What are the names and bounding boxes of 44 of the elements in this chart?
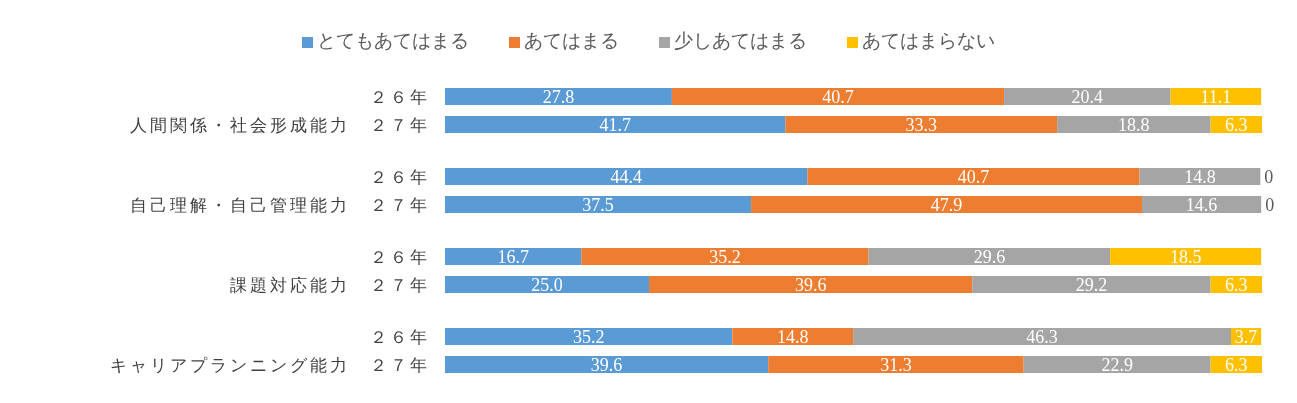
data-label: 46.3 bbox=[1026, 326, 1058, 347]
y-tick-label: ２６年 bbox=[370, 167, 430, 187]
data-label: 40.7 bbox=[957, 166, 990, 187]
data-label: 33.3 bbox=[905, 114, 937, 135]
y-tick-label: キャリアプランニング能力 ２７年 bbox=[110, 355, 430, 375]
legend-label: とてもあてはまる bbox=[317, 30, 469, 51]
y-tick-label: ２６年 bbox=[370, 87, 430, 107]
data-label: 14.8 bbox=[776, 326, 809, 347]
data-label: 39.6 bbox=[794, 274, 827, 295]
data-label: 39.6 bbox=[590, 354, 623, 375]
legend-label: 少しあてはまる bbox=[674, 30, 807, 51]
y-tick-label: 人間関係・社会形成能力 ２７年 bbox=[130, 115, 430, 135]
data-label: 27.8 bbox=[542, 86, 575, 107]
data-label: 6.3 bbox=[1225, 354, 1248, 375]
y-tick-label: ２６年 bbox=[370, 327, 430, 347]
data-label: 3.7 bbox=[1234, 326, 1258, 347]
data-label: 47.9 bbox=[930, 194, 963, 215]
data-label: 35.2 bbox=[572, 326, 605, 347]
data-label: 41.7 bbox=[599, 114, 631, 135]
data-label: 14.8 bbox=[1184, 166, 1216, 187]
data-label: 44.4 bbox=[610, 166, 642, 187]
data-label: 6.3 bbox=[1225, 274, 1248, 295]
data-label: 20.4 bbox=[1071, 86, 1104, 107]
data-label: 6.3 bbox=[1225, 114, 1248, 135]
data-label: 40.7 bbox=[822, 86, 854, 107]
data-label: 18.5 bbox=[1169, 246, 1202, 267]
data-label: 11.1 bbox=[1200, 86, 1232, 107]
data-label: 16.7 bbox=[497, 246, 529, 267]
data-label: 25.0 bbox=[531, 274, 563, 295]
data-label: 37.5 bbox=[582, 194, 614, 215]
data-label: 0 bbox=[1264, 166, 1274, 187]
data-label: 0 bbox=[1265, 194, 1275, 215]
data-label: 31.3 bbox=[880, 354, 912, 375]
y-tick-label: 課題対応能力 ２７年 bbox=[230, 275, 430, 295]
y-tick-label: ２６年 bbox=[370, 247, 430, 267]
data-label: 29.6 bbox=[973, 246, 1006, 267]
data-label: 14.6 bbox=[1185, 194, 1218, 215]
legend-label: あてはまらない bbox=[862, 30, 995, 51]
data-label: 35.2 bbox=[709, 246, 741, 267]
data-label: 22.9 bbox=[1101, 354, 1133, 375]
legend-label: あてはまる bbox=[524, 30, 619, 51]
y-tick-label: 自己理解・自己管理能力 ２７年 bbox=[130, 195, 430, 215]
data-label: 29.2 bbox=[1075, 274, 1108, 295]
data-label: 18.8 bbox=[1118, 114, 1150, 135]
